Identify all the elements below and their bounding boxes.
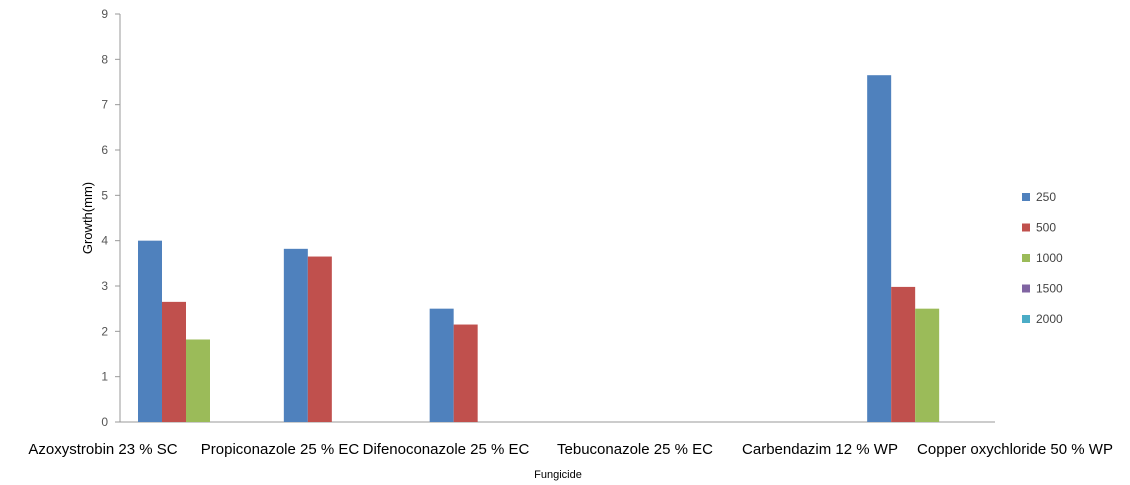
y-tick-label: 4 — [101, 234, 108, 248]
legend-swatch-250 — [1022, 193, 1030, 201]
y-tick-label: 8 — [101, 52, 108, 66]
y-tick-label: 7 — [101, 98, 108, 112]
x-category-label: Azoxystrobin 23 % SC — [28, 441, 177, 458]
x-category-label: Propiconazole 25 % EC — [201, 441, 360, 458]
legend-swatch-1000 — [1022, 254, 1030, 262]
legend-label-1500: 1500 — [1036, 282, 1063, 296]
y-tick-label: 2 — [101, 324, 108, 338]
bar-1000-0 — [186, 339, 210, 422]
legend-swatch-2000 — [1022, 315, 1030, 323]
x-category-label: Difenoconazole 25 % EC — [363, 441, 530, 458]
legend-swatch-500 — [1022, 223, 1030, 232]
y-tick-label: 0 — [101, 415, 108, 429]
bar-500-1 — [307, 256, 332, 422]
bar-250-2 — [429, 308, 454, 422]
x-category-label: Tebuconazole 25 % EC — [557, 441, 713, 458]
bar-500-0 — [162, 301, 186, 422]
legend-label-2000: 2000 — [1036, 312, 1063, 326]
y-tick-label: 6 — [101, 143, 108, 157]
x-category-labels: Azoxystrobin 23 % SC Propiconazole 25 % E… — [28, 441, 1113, 458]
bar-250-5 — [867, 75, 892, 422]
bars-group — [138, 75, 940, 422]
x-axis-title: Fungicide — [534, 469, 582, 481]
legend-label-500: 500 — [1036, 221, 1056, 235]
y-axis-title: Growth(mm) — [80, 182, 95, 254]
bar-1000-5 — [915, 308, 940, 422]
legend-swatch-1500 — [1022, 284, 1030, 293]
y-tick-label: 5 — [101, 188, 108, 202]
y-tick-label: 3 — [101, 279, 108, 293]
y-axis-ticks: 0 1 2 3 4 5 6 7 8 9 — [101, 7, 120, 429]
bar-250-1 — [283, 248, 308, 422]
bar-500-2 — [453, 324, 478, 422]
legend-label-1000: 1000 — [1036, 251, 1063, 265]
bar-250-0 — [138, 240, 162, 422]
bar-500-5 — [891, 286, 916, 422]
y-tick-label: 9 — [101, 7, 108, 21]
legend: 250 500 1000 1500 2000 — [1022, 190, 1063, 326]
y-tick-label: 1 — [101, 370, 108, 384]
x-category-label: Copper oxychloride 50 % WP — [917, 441, 1113, 458]
legend-label-250: 250 — [1036, 190, 1056, 204]
x-category-label: Carbendazim 12 % WP — [742, 441, 898, 458]
